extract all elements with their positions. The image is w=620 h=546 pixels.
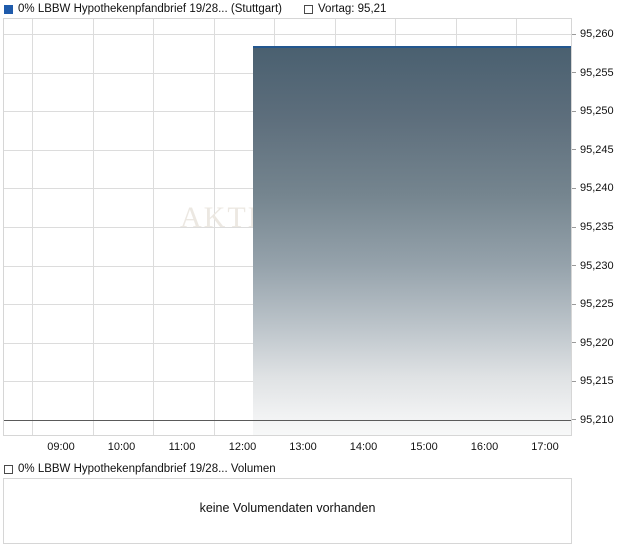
y-axis-tick-label: 95,235 [580,221,614,233]
volume-empty-message: keine Volumendaten vorhanden [199,501,376,515]
y-axis-tick: 95,245 [572,143,614,157]
y-axis-tick-label: 95,255 [580,66,614,79]
y-axis-tick: 95,230 [572,259,614,273]
y-axis-tick: 95,220 [572,336,614,350]
y-axis-tick-label: 95,210 [580,413,614,426]
y-axis-tick: 95,225 [572,297,614,311]
gridline-vertical [92,19,94,435]
tick-mark [572,187,576,189]
y-axis-tick-label: 95,240 [580,182,614,195]
tick-mark [572,110,576,112]
tick-mark [572,342,576,344]
tick-mark [572,72,576,74]
gridline-vertical [213,19,215,435]
tick-mark [572,419,576,421]
y-axis-tick-label: 95,215 [580,375,614,388]
gridline-vertical [153,19,154,435]
filled-square-icon [4,4,13,14]
tick-mark [572,149,576,151]
tick-mark [572,226,576,228]
x-axis: 09:00 10:00 11:00 12:00 13:00 14:00 15:00 16:00… [3,437,572,457]
x-axis-tick-label: 15:00 [410,441,438,453]
legend-item-previous-close[interactable]: Vortag: 95,21 [304,3,386,15]
legend-item-price-series[interactable]: 0% LBBW Hypothekenpfandbrief 19/28... (S… [4,3,282,15]
chart-legend: 0% LBBW Hypothekenpfandbrief 19/28... (S… [0,0,620,18]
y-axis-tick: 95,250 [572,104,614,118]
hollow-square-icon [4,464,13,474]
x-axis-tick-label: 13:00 [289,441,317,453]
legend-label-previous-close: Vortag: 95,21 [318,3,387,15]
x-axis-tick-label: 11:00 [168,441,196,453]
y-axis: 95,260 95,255 95,250 95,245 95,240 95,235 95,2… [572,18,620,436]
volume-chart-plot-area[interactable]: keine Volumendaten vorhanden [3,478,572,544]
tick-mark [572,380,576,382]
y-axis-tick: 95,260 [572,27,614,41]
y-axis-tick-label: 95,245 [580,143,614,156]
y-axis-tick-label: 95,220 [580,336,614,349]
y-axis-tick: 95,210 [572,413,614,427]
x-axis-tick-label: 12:00 [228,441,257,453]
tick-mark [572,33,576,35]
x-axis-tick-label: 16:00 [470,441,499,453]
y-axis-tick: 95,215 [572,374,614,388]
y-axis-tick: 95,240 [572,181,614,195]
price-line [253,46,571,48]
y-axis-tick-label: 95,225 [580,298,614,311]
price-chart-plot-area[interactable]: AKTIENCHECK [3,18,572,436]
previous-close-reference-line [4,419,571,421]
tick-mark [572,265,576,267]
y-axis-tick: 95,235 [572,220,614,234]
x-axis-tick-label: 09:00 [47,441,75,453]
price-area-fill [253,48,571,435]
legend-label-volume-series: 0% LBBW Hypothekenpfandbrief 19/28... Vo… [18,463,276,475]
legend-item-volume-series[interactable]: 0% LBBW Hypothekenpfandbrief 19/28... Vo… [4,461,276,477]
legend-label-price-series: 0% LBBW Hypothekenpfandbrief 19/28... (S… [18,3,283,15]
y-axis-tick-label: 95,250 [580,105,614,118]
y-axis-tick: 95,255 [572,66,614,80]
gridline-vertical [32,19,33,435]
y-axis-tick-label: 95,230 [580,259,614,272]
tick-mark [572,303,576,305]
gridline-horizontal [4,34,571,36]
x-axis-tick-label: 10:00 [107,441,136,453]
hollow-square-icon [304,4,314,14]
y-axis-tick-label: 95,260 [580,28,614,41]
x-axis-tick-label: 17:00 [531,441,559,453]
x-axis-tick-label: 14:00 [349,441,378,453]
